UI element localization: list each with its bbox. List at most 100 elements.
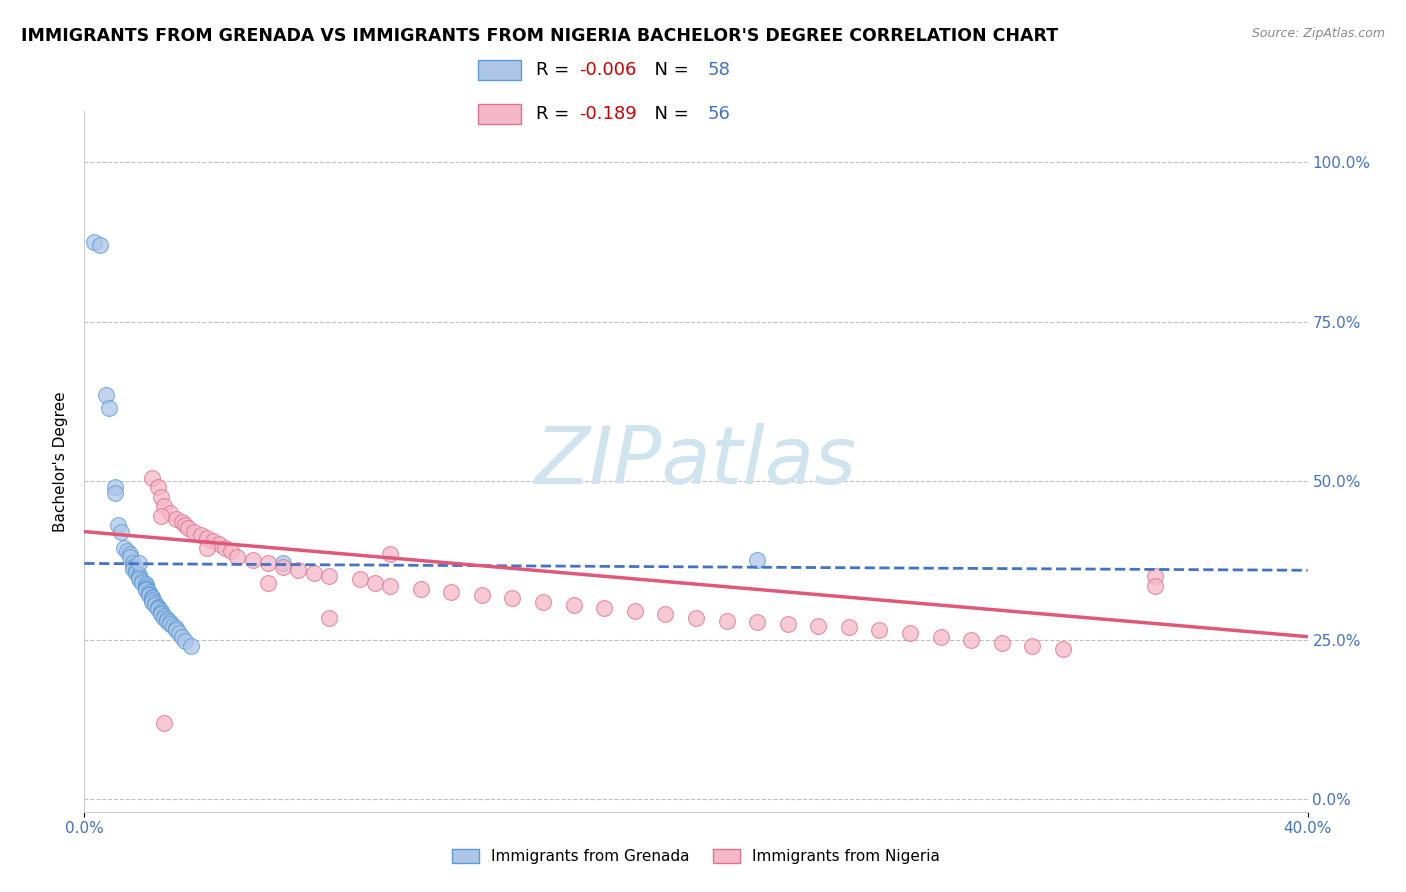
- Point: [146, 601, 169, 615]
- Text: Source: ZipAtlas.com: Source: ZipAtlas.com: [1251, 27, 1385, 40]
- Text: 58: 58: [707, 61, 731, 78]
- Point: [991, 636, 1014, 650]
- Point: [138, 585, 160, 599]
- Legend: Immigrants from Grenada, Immigrants from Nigeria: Immigrants from Grenada, Immigrants from…: [446, 843, 946, 871]
- Point: [135, 579, 157, 593]
- Point: [115, 543, 138, 558]
- Text: N =: N =: [644, 105, 695, 123]
- Point: [593, 601, 616, 615]
- Point: [162, 619, 184, 633]
- Point: [128, 557, 150, 571]
- Point: [318, 610, 340, 624]
- Point: [141, 593, 163, 607]
- Point: [128, 570, 150, 584]
- Point: [97, 401, 120, 415]
- Point: [153, 715, 176, 730]
- Point: [149, 607, 172, 622]
- Point: [195, 541, 218, 555]
- Point: [195, 531, 218, 545]
- Point: [776, 616, 799, 631]
- Text: IMMIGRANTS FROM GRENADA VS IMMIGRANTS FROM NIGERIA BACHELOR'S DEGREE CORRELATION: IMMIGRANTS FROM GRENADA VS IMMIGRANTS FR…: [21, 27, 1059, 45]
- Point: [287, 563, 309, 577]
- Point: [149, 606, 172, 620]
- Point: [409, 582, 432, 596]
- Point: [747, 615, 769, 629]
- Point: [180, 639, 202, 653]
- Point: [159, 615, 181, 629]
- Point: [94, 388, 117, 402]
- Point: [141, 590, 163, 604]
- Point: [122, 557, 145, 571]
- Y-axis label: Bachelor's Degree: Bachelor's Degree: [53, 392, 69, 532]
- Point: [104, 480, 127, 494]
- Point: [131, 574, 153, 589]
- Point: [747, 553, 769, 567]
- Point: [153, 610, 176, 624]
- Point: [156, 612, 179, 626]
- Point: [153, 608, 176, 623]
- Point: [159, 506, 181, 520]
- Point: [120, 547, 142, 561]
- FancyBboxPatch shape: [478, 60, 522, 80]
- Point: [208, 537, 231, 551]
- Point: [349, 573, 371, 587]
- Point: [183, 524, 205, 539]
- Point: [149, 604, 172, 618]
- Point: [471, 588, 494, 602]
- Point: [138, 587, 160, 601]
- Point: [110, 524, 132, 539]
- Point: [141, 591, 163, 606]
- Point: [271, 559, 294, 574]
- Point: [138, 588, 160, 602]
- Text: ZIPatlas: ZIPatlas: [534, 423, 858, 500]
- Point: [128, 573, 150, 587]
- Point: [165, 621, 187, 635]
- Point: [131, 575, 153, 590]
- Text: R =: R =: [536, 105, 581, 123]
- Point: [149, 490, 172, 504]
- Point: [807, 619, 830, 633]
- Point: [107, 518, 129, 533]
- Point: [146, 480, 169, 494]
- Point: [318, 569, 340, 583]
- Point: [174, 634, 197, 648]
- Point: [257, 557, 280, 571]
- Point: [104, 486, 127, 500]
- Point: [685, 610, 707, 624]
- Point: [135, 582, 157, 596]
- Point: [120, 550, 142, 565]
- Point: [380, 547, 402, 561]
- Point: [271, 557, 294, 571]
- Point: [654, 607, 676, 622]
- Point: [172, 630, 194, 644]
- Point: [257, 575, 280, 590]
- Point: [135, 583, 157, 598]
- Point: [165, 512, 187, 526]
- Point: [869, 624, 891, 638]
- Point: [128, 568, 150, 582]
- Point: [135, 577, 157, 591]
- Text: -0.189: -0.189: [579, 105, 637, 123]
- Point: [89, 238, 111, 252]
- Point: [201, 534, 224, 549]
- Text: -0.006: -0.006: [579, 61, 636, 78]
- Point: [125, 566, 148, 580]
- Point: [364, 575, 387, 590]
- Point: [165, 624, 187, 638]
- Text: 56: 56: [707, 105, 731, 123]
- Point: [302, 566, 325, 580]
- Point: [929, 630, 952, 644]
- Point: [562, 598, 585, 612]
- Point: [122, 559, 145, 574]
- Point: [146, 602, 169, 616]
- Point: [122, 561, 145, 575]
- Point: [159, 616, 181, 631]
- Point: [380, 579, 402, 593]
- Point: [112, 541, 135, 555]
- Point: [1143, 569, 1166, 583]
- Point: [219, 543, 242, 558]
- Point: [502, 591, 524, 606]
- Point: [838, 620, 860, 634]
- Point: [1143, 579, 1166, 593]
- Point: [960, 632, 983, 647]
